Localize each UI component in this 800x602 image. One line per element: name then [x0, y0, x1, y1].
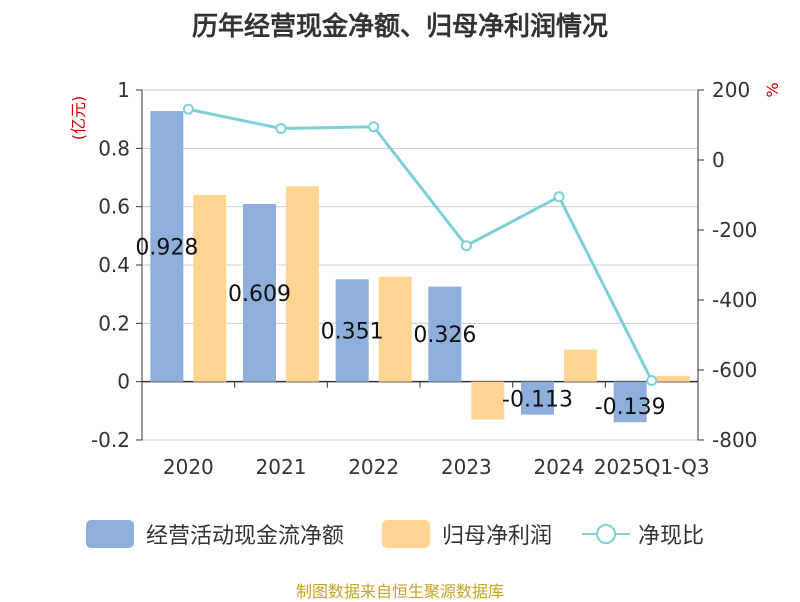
data-label-cashflow: 0.928 [135, 235, 198, 260]
bar-cashflow [428, 286, 462, 382]
legend-line-icon [582, 524, 630, 544]
y-tick-label-right: 0 [712, 148, 725, 172]
bar-netprofit [286, 186, 319, 382]
bar-netprofit [564, 349, 597, 382]
bar-netprofit [193, 195, 227, 382]
x-tick-label: 2021 [256, 455, 307, 479]
y-tick-label-left: 0 [117, 370, 130, 394]
y-tick-label-left: 1 [117, 78, 130, 102]
y-tick-label-right: -800 [712, 428, 757, 452]
legend-label-netprofit: 归母净利润 [442, 524, 553, 549]
point-ratio [646, 375, 658, 386]
legend-swatch-cashflow [86, 520, 134, 548]
data-label-cashflow: 0.326 [413, 323, 476, 348]
chart-title: 历年经营现金净额、归母净利润情况 [191, 12, 608, 42]
y-tick-label-right: 200 [712, 78, 750, 102]
bar-cashflow [335, 279, 369, 382]
point-ratio [553, 191, 565, 203]
legend-item-cashflow[interactable]: 经营活动现金流净额 [86, 516, 344, 552]
data-label-cashflow: 0.609 [228, 282, 291, 307]
point-ratio [182, 103, 194, 115]
y-tick-label-left: 0.8 [98, 136, 130, 160]
bar-cashflow [243, 204, 276, 382]
legend-item-ratio[interactable]: 净现比 [582, 516, 704, 552]
bar-netprofit [656, 375, 690, 382]
point-ratio [368, 121, 380, 133]
chart-legend: 经营活动现金流净额 归母净利润 净现比 [0, 516, 800, 552]
legend-label-cashflow: 经营活动现金流净额 [146, 524, 345, 549]
x-tick-label: 2023 [441, 455, 492, 479]
point-ratio [460, 240, 472, 252]
bar-cashflow [150, 111, 184, 382]
legend-swatch-netprofit [382, 520, 430, 548]
y-tick-label-right: -400 [712, 288, 757, 312]
bar-cashflow [613, 381, 647, 423]
point-ratio [275, 123, 287, 134]
y-tick-label-left: 0.2 [98, 311, 130, 335]
y-axis-title-left: (亿元) [69, 96, 88, 141]
y-axis-title-right: % [763, 82, 782, 97]
x-tick-label: 2025Q1-Q3 [594, 455, 710, 479]
data-label-cashflow: -0.139 [595, 395, 666, 420]
line-ratio [188, 107, 654, 382]
data-label-cashflow: -0.113 [502, 388, 573, 413]
y-tick-label-right: -200 [712, 218, 757, 242]
legend-label-ratio: 净现比 [638, 524, 705, 549]
y-tick-label-left: 0.6 [98, 195, 130, 219]
legend-item-netprofit[interactable]: 归母净利润 [382, 516, 552, 552]
bar-netprofit [378, 276, 412, 382]
y-tick-label-right: -600 [712, 358, 757, 382]
x-tick-label: 2022 [348, 455, 399, 479]
bar-cashflow [521, 381, 554, 415]
y-tick-label-left: 0.4 [98, 253, 130, 277]
x-tick-label: 2024 [534, 455, 585, 479]
x-tick-label: 2020 [163, 455, 214, 479]
bar-netprofit [471, 381, 505, 420]
source-note: 制图数据来自恒生聚源数据库 [295, 582, 504, 601]
data-label-cashflow: 0.351 [321, 319, 384, 344]
y-tick-label-left: -0.2 [91, 428, 130, 452]
